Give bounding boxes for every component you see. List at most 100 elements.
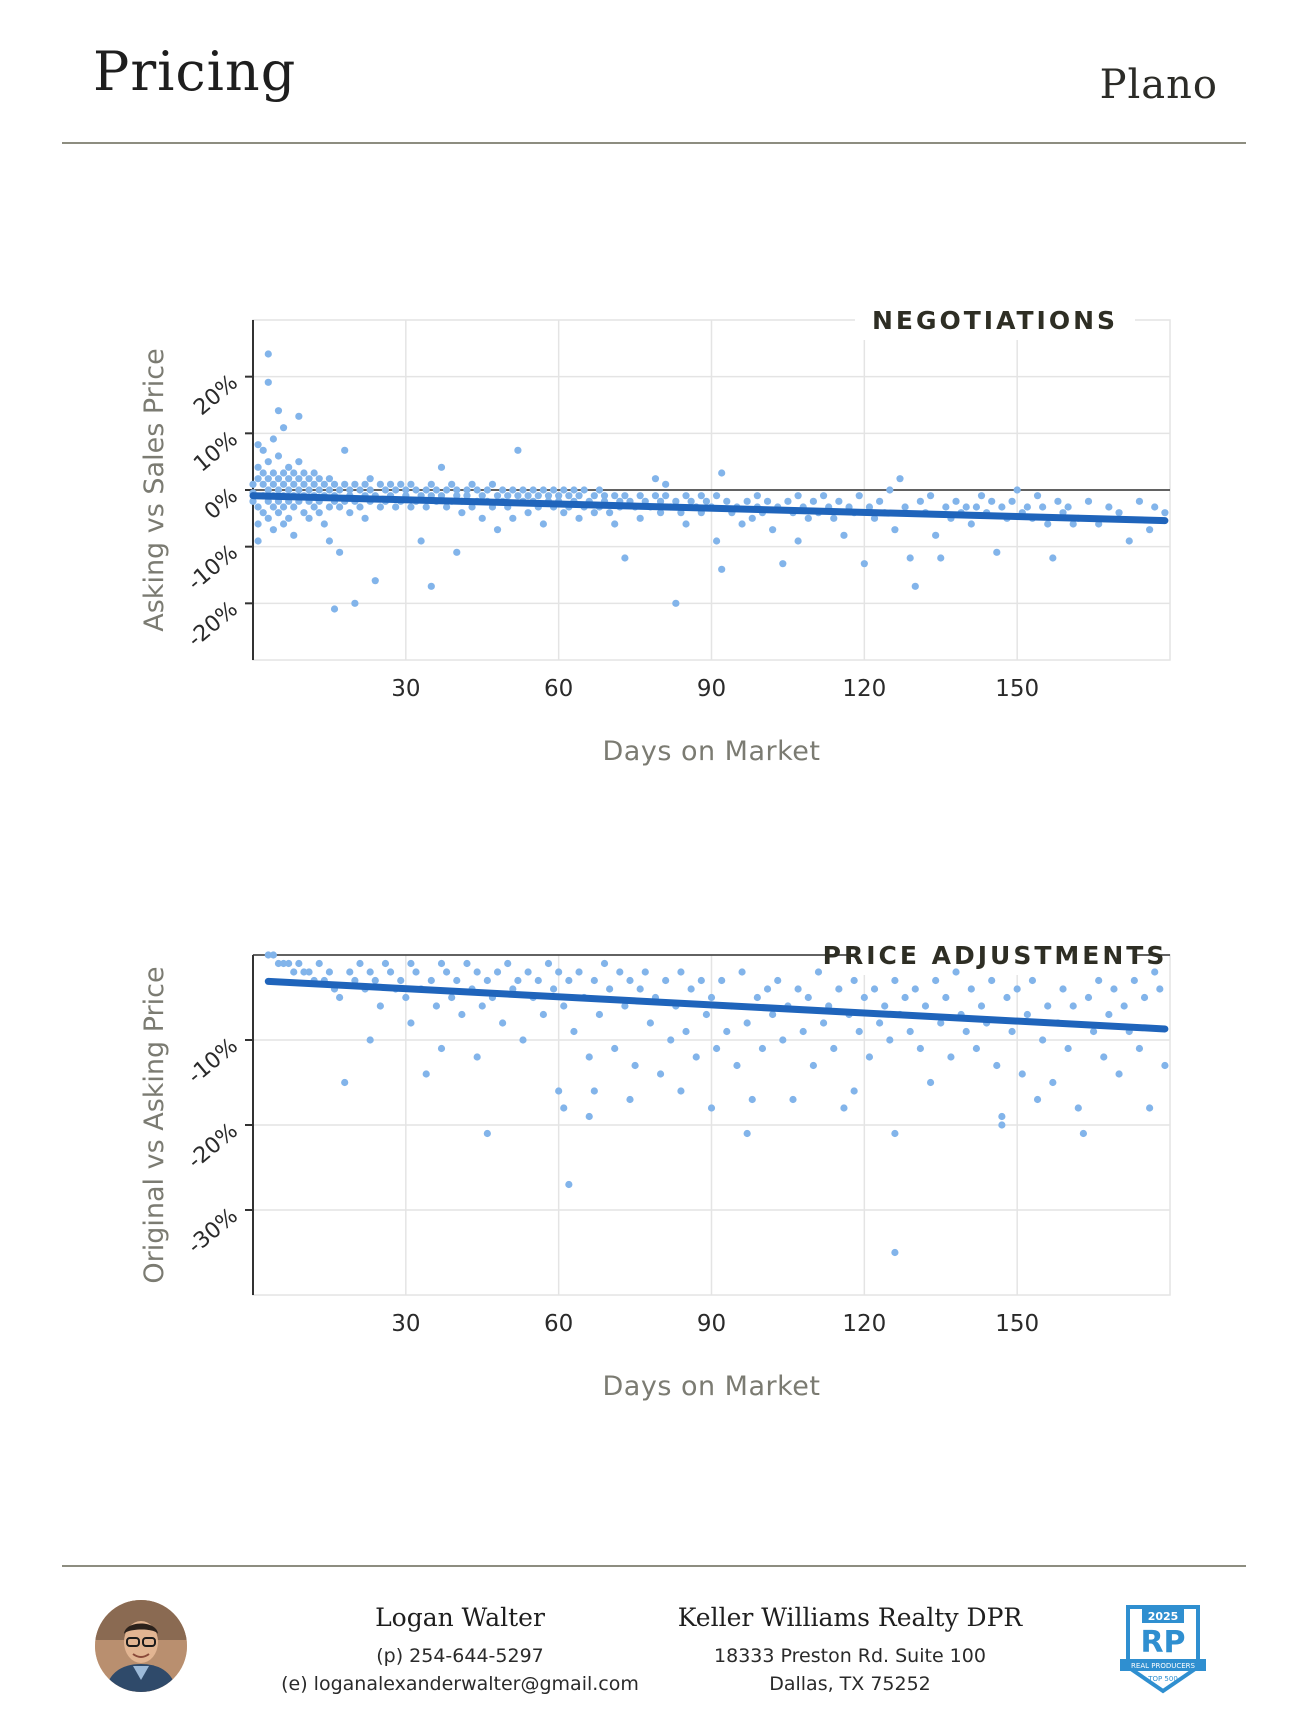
- data-point: [819, 492, 828, 500]
- data-point: [346, 968, 354, 976]
- data-point: [254, 520, 262, 528]
- data-point: [835, 497, 843, 505]
- data-point: [366, 486, 374, 494]
- data-point: [305, 486, 313, 494]
- data-point: [1146, 1104, 1154, 1112]
- data-point: [264, 475, 272, 483]
- data-point: [575, 492, 583, 500]
- y-tick-label: -20%: [183, 597, 243, 653]
- data-point: [870, 985, 879, 993]
- data-point: [336, 486, 344, 494]
- agent-phone[interactable]: (p) 254-644-5297: [376, 1645, 544, 1667]
- data-point: [315, 486, 323, 494]
- data-point: [1008, 497, 1016, 505]
- data-point: [937, 554, 945, 562]
- data-point: [1074, 1104, 1082, 1112]
- data-point: [376, 480, 384, 488]
- data-point: [432, 1002, 440, 1010]
- data-point: [1008, 1027, 1016, 1036]
- data-point: [351, 976, 359, 985]
- data-point: [555, 968, 563, 976]
- data-point: [636, 514, 644, 522]
- y-tick-label: 20%: [189, 370, 243, 421]
- data-point: [702, 497, 711, 505]
- data-point: [590, 509, 598, 517]
- data-point: [305, 514, 313, 522]
- data-point: [891, 976, 899, 985]
- data-point: [427, 480, 435, 488]
- data-point: [901, 503, 909, 511]
- data-point: [835, 985, 843, 993]
- data-point: [911, 582, 919, 590]
- data-point: [932, 976, 940, 985]
- y-axis-title: Original vs Asking Price: [139, 966, 170, 1283]
- data-point: [636, 492, 644, 500]
- agent-email[interactable]: (e) loganalexanderwalter@gmail.com: [281, 1673, 639, 1695]
- data-point: [504, 959, 512, 968]
- data-point: [911, 985, 919, 993]
- data-point: [529, 486, 537, 494]
- data-point: [621, 492, 629, 500]
- data-point: [249, 480, 257, 488]
- data-point: [448, 993, 456, 1002]
- data-point: [473, 968, 481, 976]
- data-point: [330, 480, 339, 488]
- data-point: [254, 441, 262, 449]
- data-point: [697, 492, 705, 500]
- data-point: [682, 520, 690, 528]
- data-point: [962, 503, 970, 511]
- data-point: [402, 993, 410, 1002]
- data-point: [254, 463, 262, 471]
- data-point: [325, 968, 334, 976]
- data-point: [621, 1002, 629, 1010]
- data-point: [336, 993, 344, 1002]
- data-point: [453, 486, 461, 494]
- y-tick-label: 0%: [200, 483, 243, 525]
- y-tick-label: -20%: [183, 1118, 243, 1174]
- brokerage-name: Keller Williams Realty DPR: [677, 1603, 1023, 1632]
- data-point: [998, 1121, 1006, 1129]
- price-adjustments-chart: -10% -20% -30% 30 60 90 120 150 Days on Market Or…: [0, 925, 1306, 1445]
- data-point: [539, 1010, 547, 1019]
- data-point: [590, 976, 598, 985]
- data-point: [264, 458, 272, 466]
- data-point: [611, 520, 619, 528]
- data-point: [290, 480, 298, 488]
- data-point: [392, 503, 400, 511]
- title-backdrop: [855, 300, 1135, 340]
- data-point: [672, 497, 680, 505]
- data-point: [1049, 554, 1057, 562]
- data-point: [937, 1019, 945, 1027]
- data-point: [264, 514, 272, 522]
- data-point: [723, 497, 731, 505]
- data-point: [723, 1027, 731, 1036]
- data-point: [539, 486, 547, 494]
- data-point: [830, 514, 838, 522]
- data-point: [850, 976, 858, 985]
- data-point: [1151, 968, 1159, 976]
- data-point: [1064, 503, 1072, 511]
- data-point: [840, 1104, 848, 1112]
- data-point: [1120, 1002, 1128, 1010]
- data-point: [381, 959, 390, 968]
- data-point: [264, 486, 272, 494]
- data-point: [942, 993, 950, 1002]
- data-point: [718, 469, 726, 477]
- data-point: [478, 514, 486, 522]
- data-point: [789, 1095, 797, 1104]
- data-point: [422, 503, 430, 511]
- data-point: [860, 560, 868, 568]
- data-point: [575, 968, 583, 976]
- data-point: [407, 1019, 415, 1027]
- data-point: [300, 469, 308, 477]
- data-point: [1156, 985, 1164, 993]
- data-point: [779, 1036, 787, 1044]
- badge-initials: RP: [1140, 1625, 1185, 1660]
- data-point: [891, 1129, 899, 1138]
- data-point: [733, 1061, 741, 1070]
- data-point: [1003, 993, 1011, 1002]
- data-point: [534, 976, 542, 985]
- data-point: [712, 537, 721, 545]
- data-point: [967, 985, 975, 993]
- data-point: [274, 452, 283, 460]
